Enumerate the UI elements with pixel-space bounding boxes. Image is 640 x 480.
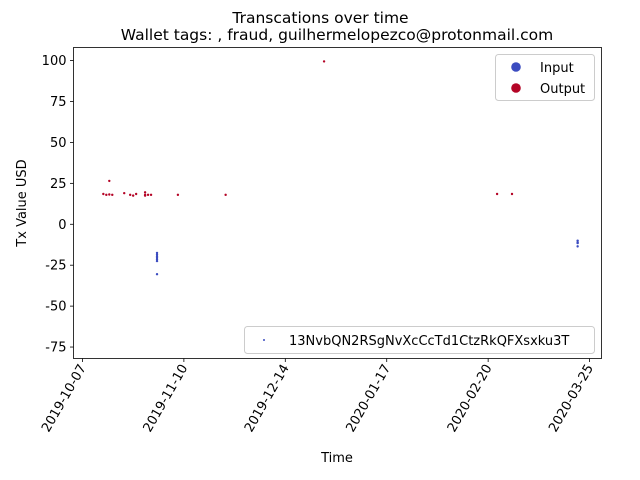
legend-wallet-label: 13NvbQN2RSgNvXcCcTd1CtzRkQFXsxku3T: [289, 334, 569, 349]
x-axis-label: Time: [320, 451, 353, 466]
legend-input-marker: [511, 62, 521, 72]
legend-input-label: Input: [540, 61, 574, 76]
output-point: [143, 194, 147, 197]
legend-wallet-marker: [263, 339, 265, 341]
input-point: [576, 245, 579, 248]
output-point: [176, 193, 180, 197]
legend-type: Input Output: [495, 54, 595, 101]
x-tick-label: 2020-02-20: [445, 362, 496, 435]
plot-frame: [73, 47, 602, 359]
y-tick-label: -75: [45, 341, 66, 356]
output-point: [108, 193, 111, 196]
y-tick-label: 75: [50, 95, 67, 110]
y-tick-label: 100: [42, 54, 67, 69]
y-tick-label: 0: [58, 218, 66, 233]
legend-output-marker: [511, 83, 521, 93]
x-tick-label: 2019-11-10: [141, 362, 192, 435]
x-axis: 2019-10-07 2019-11-10 2019-12-14 2020-01-17…: [39, 358, 597, 435]
output-point: [224, 193, 227, 197]
input-point: [155, 273, 159, 276]
output-point: [143, 191, 147, 194]
output-point: [495, 192, 499, 196]
output-point: [102, 192, 105, 196]
legend-wallet-box: [244, 326, 595, 354]
output-point: [322, 60, 326, 63]
x-tick-label: 2020-03-25: [546, 362, 597, 435]
legend-output-label: Output: [540, 82, 585, 97]
chart-subtitle: Wallet tags: , fraud, guilhermelopezco@p…: [121, 26, 553, 44]
x-tick-label: 2020-01-17: [343, 362, 394, 435]
output-point: [131, 194, 135, 197]
y-axis-label: Tx Value USD: [15, 159, 30, 247]
y-tick-label: 50: [50, 136, 67, 151]
output-point: [149, 193, 153, 197]
output-point: [134, 192, 138, 196]
output-point: [146, 193, 150, 197]
chart-title: Transcations over time: [231, 9, 408, 27]
y-tick-label: -25: [45, 259, 66, 274]
legend-wallet: 13NvbQN2RSgNvXcCcTd1CtzRkQFXsxku3T: [244, 326, 595, 354]
data-points: [102, 60, 579, 276]
y-tick-label: 25: [50, 177, 67, 192]
output-point: [128, 193, 132, 197]
x-tick-label: 2019-12-14: [242, 362, 293, 435]
output-point: [105, 193, 108, 197]
y-axis: -75 -50 -25 0 25 50 75 100: [42, 54, 74, 356]
input-point: [155, 259, 159, 263]
output-point: [510, 192, 514, 196]
y-tick-label: -50: [45, 300, 66, 315]
output-point: [111, 193, 114, 197]
output-point: [123, 191, 126, 195]
output-point: [108, 179, 111, 183]
x-tick-label: 2019-10-07: [39, 362, 90, 435]
input-point: [576, 241, 579, 245]
